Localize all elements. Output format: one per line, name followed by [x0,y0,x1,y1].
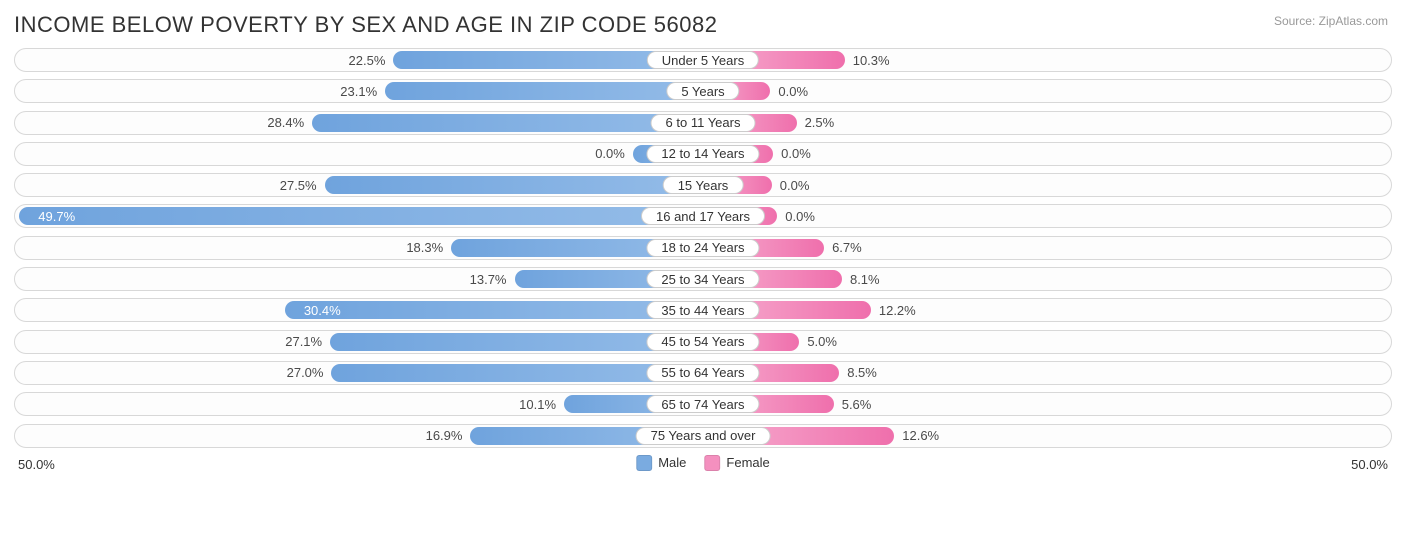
bar-male [312,114,703,132]
value-label-female: 0.0% [778,80,808,102]
table-row: 23.1% 0.0% 5 Years [14,79,1392,103]
legend-item-male: Male [636,455,686,471]
value-label-male: 22.5% [349,49,386,71]
value-label-female: 8.1% [850,268,880,290]
value-label-male: 27.1% [285,331,322,353]
table-row: 10.1% 5.6% 65 to 74 Years [14,392,1392,416]
category-label: 6 to 11 Years [651,114,756,132]
legend-label-female: Female [726,455,769,470]
value-label-female: 6.7% [832,237,862,259]
chart-title: INCOME BELOW POVERTY BY SEX AND AGE IN Z… [14,12,1392,38]
value-label-female: 10.3% [853,49,890,71]
chart-area: 22.5%10.3%Under 5 Years23.1%0.0%5 Years2… [14,48,1392,448]
category-label: 16 and 17 Years [641,207,765,225]
value-label-female: 0.0% [780,174,810,196]
category-label: 18 to 24 Years [646,239,759,257]
value-label-female: 0.0% [781,143,811,165]
value-label-female: 0.0% [785,205,815,227]
value-label-male: 10.1% [519,393,556,415]
value-label-male: 28.4% [267,112,304,134]
category-label: 35 to 44 Years [646,301,759,319]
value-label-male: 23.1% [340,80,377,102]
category-label: 12 to 14 Years [646,145,759,163]
legend-item-female: Female [704,455,769,471]
table-row: 27.0% 8.5% 55 to 64 Years [14,361,1392,385]
bar-male [285,301,703,319]
bar-male [385,82,703,100]
value-label-male: 27.5% [280,174,317,196]
value-label-female: 5.0% [807,331,837,353]
axis-row: 50.0% Male Female 50.0% [14,455,1392,477]
axis-label-left: 50.0% [18,457,55,472]
value-label-male: 16.9% [426,425,463,447]
category-label: 5 Years [666,82,739,100]
category-label: 25 to 34 Years [646,270,759,288]
category-label: 75 Years and over [636,427,771,445]
table-row: 30.4% 12.2% 35 to 44 Years [14,298,1392,322]
value-label-male: 49.7% [38,205,75,227]
table-row: 22.5% 10.3% Under 5 Years [14,48,1392,72]
value-label-female: 8.5% [847,362,877,384]
table-row: 49.7% 0.0% 16 and 17 Years [14,204,1392,228]
bar-male [19,207,703,225]
table-row: 18.3% 6.7% 18 to 24 Years [14,236,1392,260]
table-row: 0.0% 0.0% 12 to 14 Years [14,142,1392,166]
value-label-male: 13.7% [470,268,507,290]
table-row: 13.7% 8.1% 25 to 34 Years [14,267,1392,291]
chart-container: INCOME BELOW POVERTY BY SEX AND AGE IN Z… [0,0,1406,559]
table-row: 28.4% 2.5% 6 to 11 Years [14,111,1392,135]
category-label: 55 to 64 Years [646,364,759,382]
legend-swatch-male [636,455,652,471]
legend: Male Female [636,455,770,471]
value-label-male: 0.0% [595,143,625,165]
category-label: 45 to 54 Years [646,333,759,351]
value-label-female: 2.5% [805,112,835,134]
source-attribution: Source: ZipAtlas.com [1274,14,1388,28]
table-row: 27.5% 0.0% 15 Years [14,173,1392,197]
category-label: 65 to 74 Years [646,395,759,413]
value-label-female: 12.2% [879,299,916,321]
category-label: 15 Years [663,176,744,194]
category-label: Under 5 Years [647,51,759,69]
table-row: 27.1% 5.0% 45 to 54 Years [14,330,1392,354]
value-label-male: 30.4% [304,299,341,321]
table-row: 16.9% 12.6% 75 Years and over [14,424,1392,448]
value-label-male: 18.3% [406,237,443,259]
axis-label-right: 50.0% [1351,457,1388,472]
legend-label-male: Male [658,455,686,470]
value-label-male: 27.0% [287,362,324,384]
bar-male [325,176,703,194]
value-label-female: 5.6% [842,393,872,415]
value-label-female: 12.6% [902,425,939,447]
legend-swatch-female [704,455,720,471]
